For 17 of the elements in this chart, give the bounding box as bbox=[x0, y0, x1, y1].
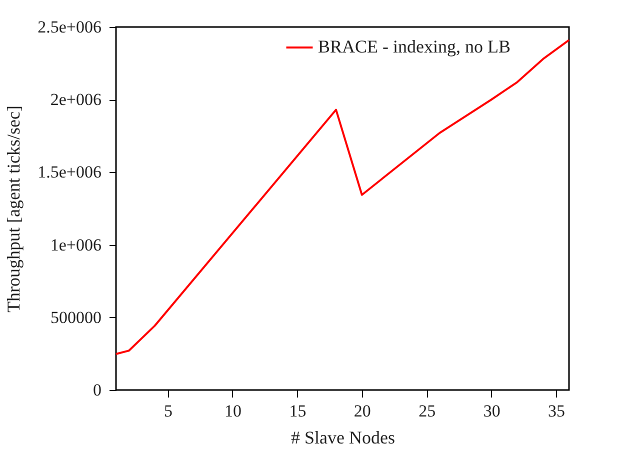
y-tick-label: 1e+006 bbox=[50, 235, 102, 254]
x-tick-label: 15 bbox=[289, 402, 306, 420]
x-tick-label: 30 bbox=[483, 402, 500, 420]
y-axis-title: Throughput [agent ticks/sec] bbox=[4, 106, 24, 312]
y-tick-label: 500000 bbox=[50, 308, 102, 327]
x-axis-title: # Slave Nodes bbox=[291, 428, 395, 448]
x-tick-label: 10 bbox=[224, 402, 242, 420]
legend-label: BRACE - indexing, no LB bbox=[318, 36, 510, 56]
x-tick-label: 25 bbox=[418, 402, 436, 420]
x-tick-label: 20 bbox=[354, 402, 371, 420]
line-series bbox=[115, 39, 570, 355]
x-tick-label: 35 bbox=[548, 402, 566, 420]
y-tick-label: 2.5e+006 bbox=[38, 18, 102, 36]
y-tick-label: 0 bbox=[93, 380, 102, 400]
x-tick-label: 5 bbox=[164, 402, 173, 420]
y-tick-label: 2e+006 bbox=[50, 90, 102, 110]
y-tick-label: 1.5e+006 bbox=[38, 162, 102, 182]
